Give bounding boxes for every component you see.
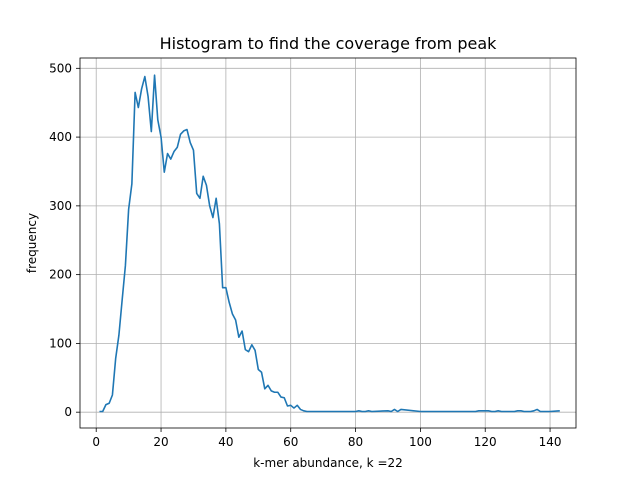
y-tick-label: 500 — [49, 61, 72, 75]
axis-ticks: 0 20 40 60 80 100 120 140 0 100 200 300 400 500 — [49, 61, 561, 449]
x-tick-label: 120 — [474, 435, 497, 449]
x-tick-label: 20 — [153, 435, 168, 449]
x-axis-label: k-mer abundance, k =22 — [253, 456, 403, 470]
y-tick-label: 100 — [49, 336, 72, 350]
x-tick-label: 140 — [539, 435, 562, 449]
chart-title: Histogram to find the coverage from peak — [160, 34, 498, 53]
x-tick-label: 40 — [218, 435, 233, 449]
x-tick-label: 100 — [409, 435, 432, 449]
plot-frame — [79, 57, 577, 429]
x-tick-label: 60 — [283, 435, 298, 449]
y-tick-label: 400 — [49, 130, 72, 144]
series-layer — [99, 74, 560, 413]
y-tick-label: 300 — [49, 199, 72, 213]
grid-lines — [80, 58, 576, 428]
x-tick-label: 0 — [92, 435, 100, 449]
y-tick-label: 0 — [64, 405, 72, 419]
x-tick-label: 80 — [348, 435, 363, 449]
y-tick-label: 200 — [49, 268, 72, 282]
frequency-series-line — [99, 74, 560, 413]
y-axis-label: frequency — [25, 213, 39, 273]
